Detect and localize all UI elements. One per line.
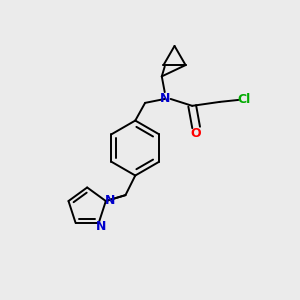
Text: O: O: [191, 127, 201, 140]
Text: N: N: [95, 220, 106, 233]
Text: N: N: [105, 194, 115, 207]
Text: N: N: [160, 92, 170, 106]
Text: Cl: Cl: [238, 93, 251, 106]
